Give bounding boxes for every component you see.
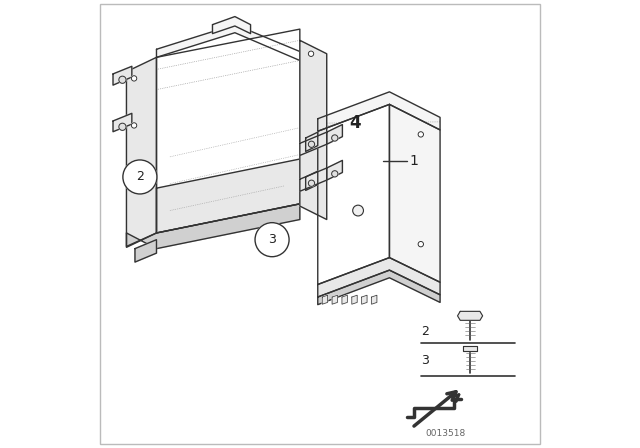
Text: 3: 3 <box>268 233 276 246</box>
Circle shape <box>332 135 338 141</box>
Polygon shape <box>317 258 440 297</box>
Polygon shape <box>306 171 317 190</box>
Circle shape <box>332 171 338 177</box>
Circle shape <box>255 223 289 257</box>
Polygon shape <box>317 270 440 305</box>
Polygon shape <box>113 113 132 132</box>
Polygon shape <box>300 168 327 191</box>
Polygon shape <box>323 295 328 304</box>
Polygon shape <box>327 125 342 144</box>
Text: 4: 4 <box>349 114 361 132</box>
Polygon shape <box>135 240 157 262</box>
Polygon shape <box>157 159 300 233</box>
Circle shape <box>308 51 314 56</box>
Circle shape <box>308 180 315 186</box>
Polygon shape <box>300 40 327 220</box>
Polygon shape <box>127 57 157 246</box>
Circle shape <box>308 141 315 147</box>
Polygon shape <box>458 311 483 320</box>
Polygon shape <box>300 132 327 155</box>
Polygon shape <box>362 295 367 304</box>
Circle shape <box>418 241 424 247</box>
Polygon shape <box>113 66 132 85</box>
Circle shape <box>119 76 126 83</box>
Polygon shape <box>463 346 477 351</box>
Polygon shape <box>212 17 251 34</box>
Polygon shape <box>371 295 377 304</box>
Text: 1: 1 <box>410 154 419 168</box>
Text: 3: 3 <box>421 354 429 367</box>
Circle shape <box>353 205 364 216</box>
Text: 2: 2 <box>421 325 429 338</box>
Polygon shape <box>342 295 348 304</box>
Polygon shape <box>317 92 440 131</box>
Polygon shape <box>332 295 337 304</box>
Circle shape <box>123 160 157 194</box>
Polygon shape <box>157 25 300 60</box>
Circle shape <box>131 76 137 81</box>
Polygon shape <box>327 160 342 180</box>
Circle shape <box>418 132 424 137</box>
Polygon shape <box>317 104 389 284</box>
Polygon shape <box>352 295 357 304</box>
Polygon shape <box>306 132 317 151</box>
Text: 0013518: 0013518 <box>425 429 465 438</box>
Polygon shape <box>127 204 300 249</box>
Circle shape <box>131 123 137 128</box>
Polygon shape <box>389 104 440 282</box>
Text: 2: 2 <box>136 170 144 184</box>
Polygon shape <box>157 29 300 233</box>
Circle shape <box>119 123 126 130</box>
